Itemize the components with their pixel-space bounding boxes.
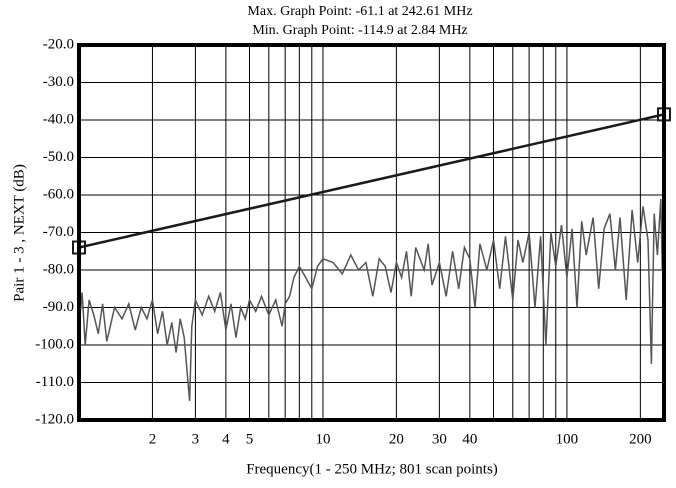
x-tick-label: 2: [149, 431, 157, 447]
plot-frame: [77, 43, 666, 422]
series-line: [78, 199, 665, 401]
y-tick-label: -110.0: [36, 374, 74, 390]
chart-subtitle: Min. Graph Point: -114.9 at 2.84 MHz: [252, 23, 467, 38]
y-tick-label: -40.0: [43, 111, 74, 127]
y-tick-label: -70.0: [43, 224, 74, 240]
y-tick-label: -120.0: [35, 411, 74, 427]
x-tick-label: 5: [246, 431, 254, 447]
x-axis-label: Frequency(1 - 250 MHz; 801 scan points): [246, 461, 498, 477]
y-tick-label: -30.0: [43, 74, 74, 90]
y-tick-label: -60.0: [43, 186, 74, 202]
series-line: [78, 113, 665, 249]
y-axis-label: Pair 1 - 3 , NEXT (dB): [11, 164, 27, 302]
x-tick-label: 30: [432, 431, 447, 447]
y-tick-label: -80.0: [43, 261, 74, 277]
x-tick-label: 20: [389, 431, 404, 447]
y-tick-label: -50.0: [43, 149, 74, 165]
x-tick-label: 40: [462, 431, 477, 447]
x-tick-label: 100: [556, 431, 579, 447]
x-tick-label: 200: [629, 431, 652, 447]
y-tick-label: -100.0: [35, 336, 74, 352]
y-tick-label: -90.0: [43, 299, 74, 315]
x-tick-label: 3: [192, 431, 200, 447]
x-tick-label: 10: [315, 431, 330, 447]
y-tick-label: -20.0: [43, 36, 74, 52]
chart-title: Max. Graph Point: -61.1 at 242.61 MHz: [247, 4, 472, 19]
x-tick-label: 4: [222, 431, 230, 447]
